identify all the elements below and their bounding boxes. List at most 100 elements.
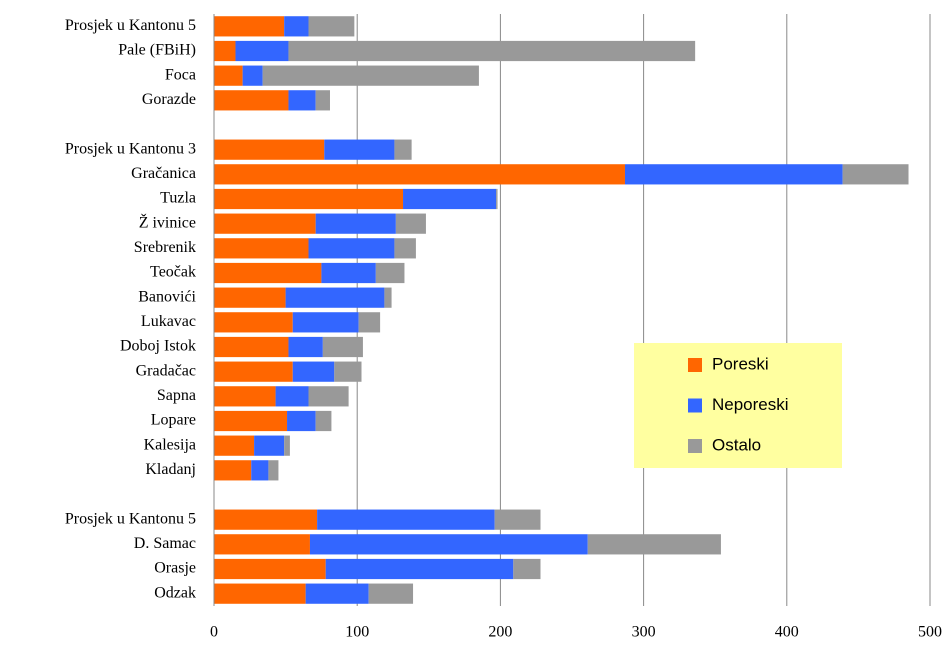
bar-segment	[214, 164, 625, 185]
bar-segment	[268, 460, 279, 481]
bar-segment	[288, 336, 323, 358]
bar-segment	[325, 558, 514, 580]
bar-segment	[214, 188, 404, 210]
bar-segment	[305, 583, 369, 604]
bar-segment	[262, 65, 479, 86]
bar-segment	[214, 460, 252, 481]
bar-segment	[394, 238, 416, 259]
y-tick-label: Gradačac	[136, 362, 196, 379]
y-tick-label: Lukavac	[141, 313, 196, 330]
bar-segment	[375, 262, 405, 284]
bar-segment	[308, 238, 395, 259]
legend-box	[634, 343, 842, 468]
y-tick-label: Prosjek u Kantonu 3	[65, 140, 196, 157]
bar-segment	[496, 188, 498, 210]
bar-segment	[284, 16, 309, 37]
bar-segment	[292, 361, 335, 382]
x-tick-label: 400	[775, 624, 799, 641]
bar-segment	[214, 287, 286, 308]
bar-segment	[494, 509, 541, 530]
bar-segment	[315, 90, 330, 111]
bar-segment	[214, 583, 306, 604]
y-tick-label: Odzak	[154, 584, 196, 601]
bar-segment	[214, 213, 316, 234]
legend-label: Poreski	[712, 354, 769, 373]
y-tick-label: Ž ivinice	[139, 212, 196, 231]
bar-segment	[321, 262, 376, 284]
bar-segment	[587, 534, 721, 555]
bar-segment	[842, 164, 909, 185]
bar-segment	[275, 386, 309, 407]
y-tick-label: Lopare	[151, 412, 196, 429]
bar-segment	[322, 336, 363, 358]
y-tick-label: Kladanj	[145, 461, 196, 478]
bar-segment	[368, 583, 414, 604]
y-tick-label: Gorazde	[142, 91, 196, 108]
bar-segment	[395, 213, 426, 234]
bar-segment	[214, 238, 309, 259]
y-tick-label: Sapna	[157, 387, 196, 404]
y-tick-label: Prosjek u Kantonu 5	[65, 510, 196, 527]
legend-swatch	[688, 439, 702, 453]
bar-segment	[284, 435, 290, 456]
bar-segment	[288, 40, 696, 62]
bar-segment	[214, 410, 288, 432]
bar-segment	[242, 65, 263, 86]
bar-segment	[403, 188, 497, 210]
legend: Poreski Neporeski Ostalo	[634, 343, 842, 468]
bar-segment	[214, 262, 322, 284]
y-tick-label: Kalesija	[144, 436, 196, 453]
bar-segment	[251, 460, 269, 481]
bar-segment	[384, 287, 392, 308]
legend-swatch	[688, 358, 702, 372]
y-tick-label: Prosjek u Kantonu 5	[65, 17, 196, 34]
x-tick-label: 500	[918, 624, 942, 641]
bar-segment	[358, 312, 381, 333]
bar-segment	[214, 90, 289, 111]
y-tick-label: Foca	[165, 66, 196, 83]
y-tick-label: Orasje	[154, 560, 196, 577]
y-tick-label: D. Samac	[134, 535, 196, 552]
x-tick-label: 100	[345, 624, 369, 641]
bar-segment	[308, 16, 355, 37]
x-tick-label: 0	[210, 624, 218, 641]
bar-segment	[214, 16, 285, 37]
bar-segment	[315, 410, 332, 432]
bar-segment	[214, 139, 325, 160]
bar-segment	[624, 164, 843, 185]
y-tick-label: Pale (FBiH)	[118, 42, 196, 59]
bar-segment	[308, 386, 349, 407]
bar-segment	[285, 287, 385, 308]
bar-segment	[214, 336, 289, 358]
bar-segment	[317, 509, 495, 530]
bar-segment	[214, 558, 326, 580]
bar-segment	[235, 40, 289, 62]
bar-segment	[214, 312, 293, 333]
bar-segment	[513, 558, 541, 580]
bar-segment	[214, 435, 255, 456]
legend-label: Neporeski	[712, 395, 789, 414]
legend-swatch	[688, 398, 702, 413]
bar-segment	[287, 410, 316, 432]
bar-segment	[214, 65, 243, 86]
bar-segment	[292, 312, 359, 333]
bar-segment	[214, 534, 310, 555]
bar-segment	[334, 361, 362, 382]
y-tick-label: Doboj Istok	[120, 338, 196, 355]
x-tick-label: 200	[488, 624, 512, 641]
y-tick-label: Banovići	[138, 288, 196, 305]
bar-segment	[214, 40, 236, 62]
y-tick-label: Tuzla	[160, 190, 196, 207]
bar-segment	[324, 139, 395, 160]
bar-segment	[315, 213, 396, 234]
bar-segment	[214, 509, 318, 530]
y-tick-label: Teočak	[150, 264, 196, 281]
bar-segment	[214, 361, 293, 382]
y-tick-label: Srebrenik	[134, 239, 196, 256]
bar-segment	[394, 139, 412, 160]
y-tick-label: Gračanica	[131, 165, 196, 182]
bar-segment	[288, 90, 316, 111]
legend-label: Ostalo	[712, 435, 761, 454]
bar-segment	[254, 435, 285, 456]
